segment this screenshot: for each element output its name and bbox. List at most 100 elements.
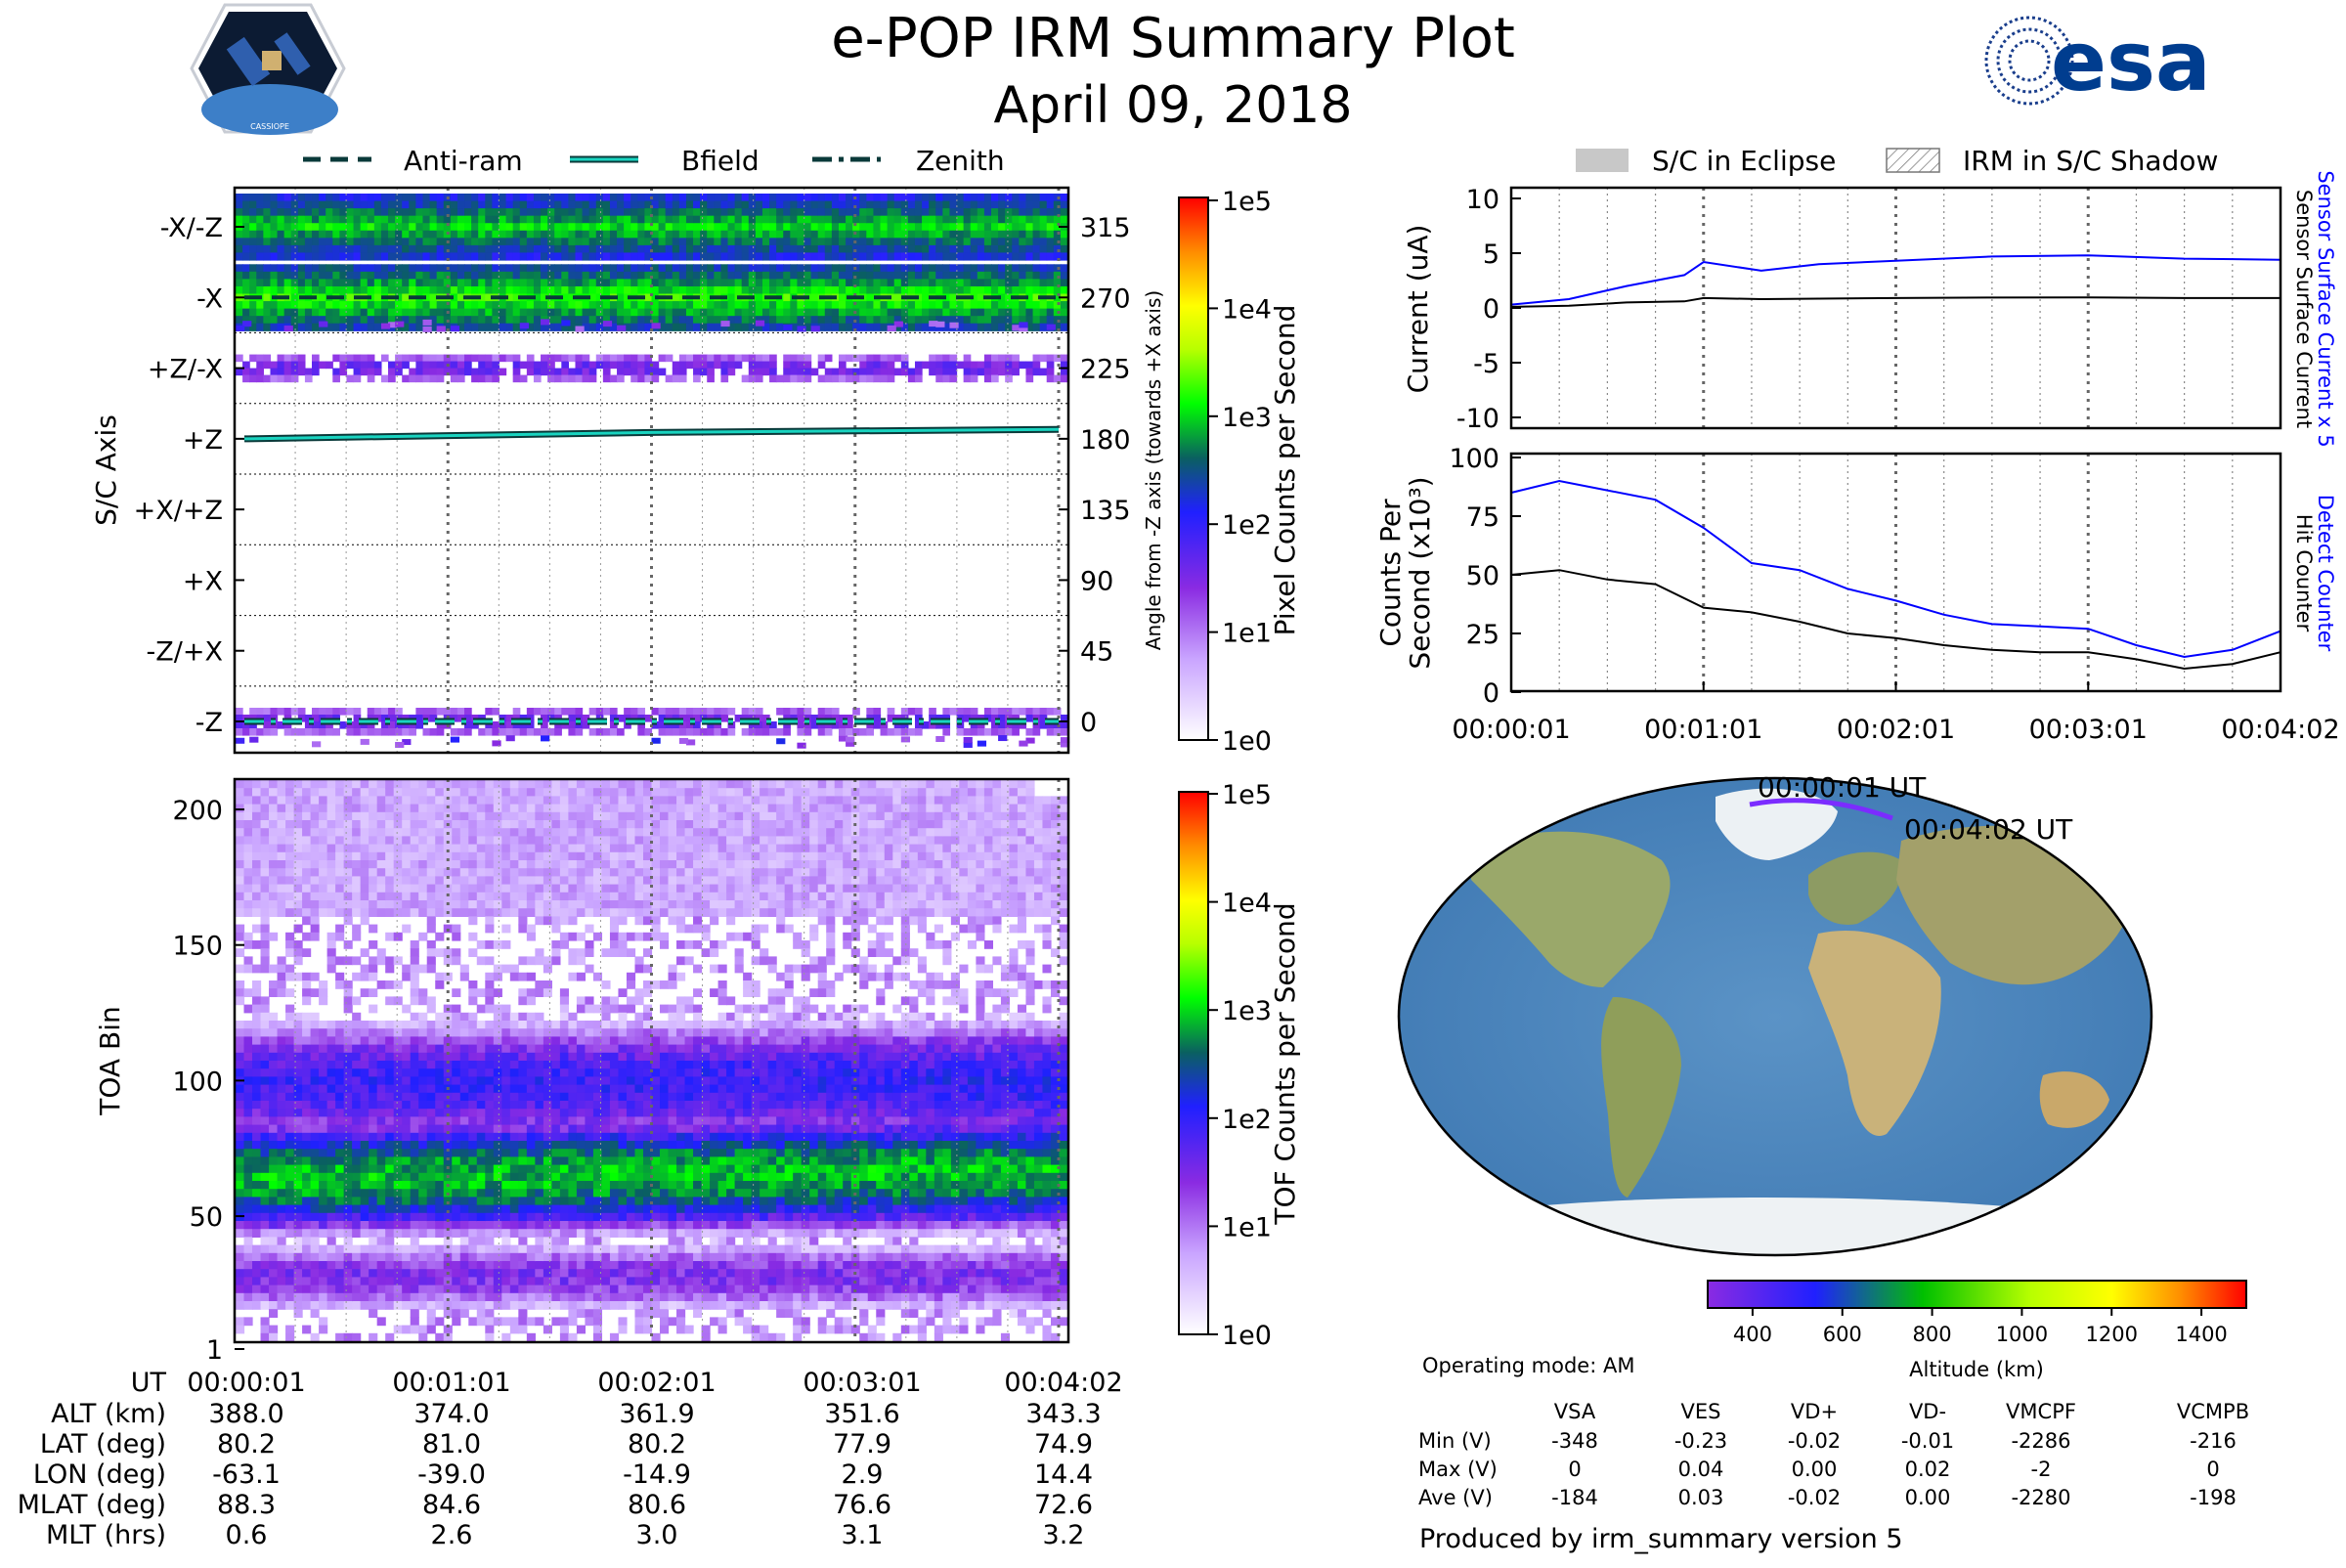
heatmap-cell <box>477 1269 486 1278</box>
heatmap-cell <box>468 1293 477 1302</box>
heatmap-cell <box>394 1061 403 1069</box>
heatmap-cell <box>452 1229 460 1238</box>
heatmap-cell <box>319 852 327 861</box>
heatmap-cell <box>394 852 403 861</box>
heatmap-cell <box>818 245 826 253</box>
heatmap-cell <box>468 1068 477 1077</box>
heatmap-cell <box>679 375 687 383</box>
heatmap-cell <box>244 1005 253 1014</box>
heatmap-cell <box>575 201 583 209</box>
heatmap-cell <box>881 369 889 376</box>
heatmap-cell <box>485 900 494 909</box>
heatmap-cell <box>991 708 999 716</box>
heatmap-cell <box>402 925 411 934</box>
heatmap-cell <box>468 812 477 821</box>
heatmap-cell <box>427 1253 436 1262</box>
heatmap-cell <box>998 245 1006 253</box>
heatmap-cell <box>418 1013 427 1022</box>
heatmap-cell <box>673 324 680 331</box>
heatmap-cell <box>284 208 292 216</box>
heatmap-cell <box>411 1109 419 1117</box>
heatmap-cell <box>471 286 479 294</box>
heatmap-cell <box>1005 309 1013 317</box>
heatmap-cell <box>270 223 278 231</box>
heatmap-cell <box>402 1261 411 1270</box>
heatmap-cell <box>797 355 804 363</box>
heatmap-cell <box>735 324 743 331</box>
heatmap-cell <box>568 252 576 260</box>
heatmap-cell <box>298 264 306 272</box>
heatmap-cell <box>451 252 458 260</box>
heatmap-cell <box>411 965 419 974</box>
heatmap-cell <box>395 301 403 309</box>
heatmap-cell <box>236 301 243 309</box>
heatmap-cell <box>278 1189 286 1198</box>
heatmap-cell <box>249 355 257 363</box>
heatmap-cell <box>368 279 375 286</box>
heatmap-cell <box>596 286 604 294</box>
heatmap-cell <box>285 1101 294 1110</box>
heatmap-cell <box>1040 324 1048 331</box>
heatmap-cell <box>285 1076 294 1085</box>
heatmap-cell <box>409 375 416 383</box>
heatmap-cell <box>859 279 867 286</box>
heatmap-cell <box>369 828 377 837</box>
heatmap-cell <box>949 279 957 286</box>
sc-axis-ytick-label: -Z <box>196 708 223 738</box>
heatmap-cell <box>832 208 840 216</box>
heatmap-cell <box>377 948 386 957</box>
heatmap-cell <box>269 1061 278 1069</box>
heatmap-cell <box>499 355 506 363</box>
heatmap-cell <box>534 301 542 309</box>
heatmap-cell <box>720 264 728 272</box>
heatmap-cell <box>236 326 244 331</box>
heatmap-cell <box>783 708 791 716</box>
heatmap-cell <box>427 788 436 797</box>
heatmap-cell <box>659 194 667 201</box>
heatmap-cell <box>385 860 394 869</box>
heatmap-cell <box>395 238 403 245</box>
heatmap-cell <box>311 908 320 917</box>
heatmap-cell <box>402 876 411 885</box>
heatmap-cell <box>468 900 477 909</box>
heatmap-cell <box>302 1021 311 1029</box>
heatmap-cell <box>354 231 362 239</box>
heatmap-cell <box>460 1021 469 1029</box>
heatmap-cell <box>311 796 320 805</box>
heatmap-cell <box>881 272 889 280</box>
heatmap-cell <box>377 1133 386 1142</box>
heatmap-cell <box>978 728 985 736</box>
heatmap-cell <box>720 715 728 722</box>
heatmap-cell <box>395 279 403 286</box>
heatmap-cell <box>534 316 542 324</box>
heatmap-cell <box>1047 708 1055 716</box>
heatmap-cell <box>547 208 555 216</box>
heatmap-cell <box>1025 208 1033 216</box>
heatmap-cell <box>866 264 874 272</box>
heatmap-cell <box>693 708 701 716</box>
heatmap-cell <box>285 1116 294 1125</box>
heatmap-cell <box>344 1061 353 1069</box>
heatmap-cell <box>369 1141 377 1150</box>
heatmap-cell <box>415 194 423 201</box>
heatmap-cell <box>749 301 757 309</box>
heatmap-cell <box>471 375 479 383</box>
heatmap-cell <box>302 828 311 837</box>
heatmap-cell <box>666 279 673 286</box>
heatmap-cell <box>873 324 881 331</box>
heatmap-cell <box>583 216 590 224</box>
heatmap-cell <box>312 216 320 224</box>
heatmap-cell <box>319 1116 327 1125</box>
heatmap-cell <box>464 324 472 331</box>
heatmap-cell <box>804 272 812 280</box>
heatmap-cell <box>344 845 353 853</box>
heatmap-cell <box>344 1293 353 1302</box>
heatmap-cell <box>679 208 687 216</box>
heatmap-cell <box>541 245 548 253</box>
heatmap-cell <box>418 812 427 821</box>
heatmap-cell <box>415 301 423 309</box>
heatmap-cell <box>327 933 336 941</box>
heatmap-cell <box>596 279 604 286</box>
heatmap-cell <box>797 316 804 324</box>
heatmap-cell <box>978 309 985 317</box>
